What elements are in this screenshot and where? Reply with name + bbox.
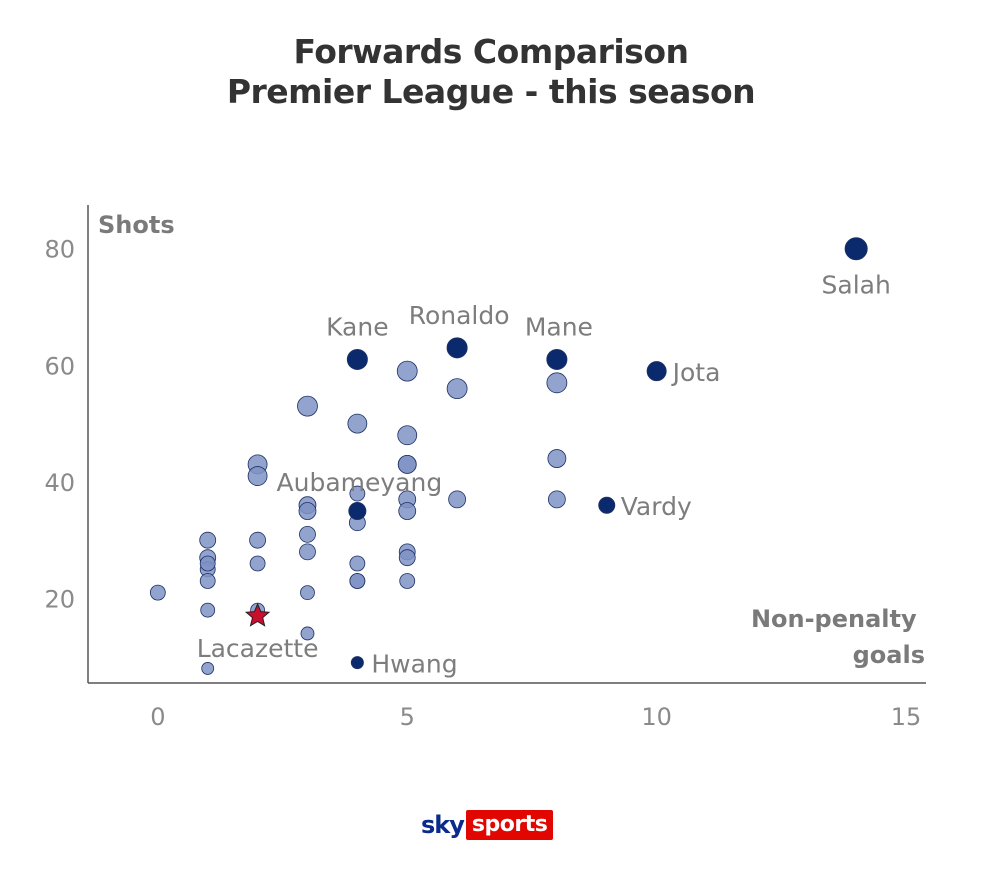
data-point bbox=[199, 573, 216, 589]
point-labels: Salah Kane Ronaldo Mane Jota Vardy Hwang Aubame… bbox=[197, 271, 891, 679]
data-point bbox=[396, 360, 418, 382]
data-point bbox=[298, 502, 317, 520]
point-mane bbox=[546, 348, 568, 370]
label-salah: Salah bbox=[822, 271, 891, 300]
label-jota: Jota bbox=[671, 358, 721, 387]
data-point bbox=[399, 573, 416, 589]
label-ronaldo: Ronaldo bbox=[409, 301, 510, 330]
data-point bbox=[297, 395, 318, 417]
y-tick-label: 20 bbox=[44, 585, 75, 613]
logo-sky-text: sky bbox=[421, 811, 465, 839]
data-point bbox=[201, 662, 215, 675]
y-tick-label: 60 bbox=[44, 352, 75, 380]
data-point bbox=[547, 449, 567, 468]
data-point bbox=[448, 490, 467, 509]
data-point bbox=[149, 584, 166, 601]
x-tick-label: 10 bbox=[641, 703, 672, 731]
y-tick-label: 40 bbox=[44, 469, 75, 497]
data-point bbox=[200, 602, 216, 618]
x-tick-label: 5 bbox=[400, 703, 415, 731]
data-point bbox=[300, 626, 315, 641]
data-point bbox=[199, 555, 216, 572]
label-lacazette: Lacazette bbox=[197, 634, 319, 663]
data-point bbox=[397, 455, 417, 474]
data-point bbox=[247, 466, 268, 486]
data-point bbox=[299, 525, 316, 543]
point-hwang bbox=[350, 656, 364, 670]
y-tick-label: 80 bbox=[44, 236, 75, 264]
data-point bbox=[398, 502, 417, 520]
x-axis-label: Non-penalty goals bbox=[751, 605, 925, 669]
data-point bbox=[199, 531, 217, 549]
data-point bbox=[349, 555, 366, 572]
label-hwang: Hwang bbox=[371, 650, 457, 679]
point-aubameyang bbox=[348, 502, 367, 521]
x-tick-label: 15 bbox=[891, 703, 922, 731]
data-point bbox=[397, 425, 418, 446]
point-jota bbox=[646, 361, 667, 382]
chart-title-line2: Premier League - this season bbox=[226, 72, 756, 111]
x-tick-label: 0 bbox=[150, 703, 165, 731]
label-mane: Mane bbox=[525, 312, 593, 341]
y-axis-label: Shots bbox=[98, 211, 175, 239]
x-axis-label-line2: goals bbox=[853, 641, 925, 669]
data-point bbox=[349, 485, 366, 502]
logo-sports-text: sports bbox=[465, 810, 554, 840]
label-vardy: Vardy bbox=[621, 492, 692, 521]
data-point bbox=[546, 372, 568, 394]
point-lacazette bbox=[244, 602, 271, 627]
x-axis-label-line1: Non-penalty bbox=[751, 605, 917, 633]
data-point bbox=[398, 549, 416, 567]
point-vardy bbox=[598, 496, 616, 514]
data-point bbox=[349, 573, 366, 589]
data-point bbox=[299, 543, 316, 561]
sky-sports-logo: sky sports bbox=[421, 809, 554, 841]
data-point bbox=[249, 555, 266, 572]
point-kane bbox=[346, 348, 368, 370]
data-point bbox=[300, 585, 315, 601]
data-point bbox=[547, 490, 566, 509]
point-ronaldo bbox=[446, 337, 468, 359]
data-points bbox=[149, 237, 868, 675]
label-kane: Kane bbox=[326, 312, 389, 341]
tick-labels: 0 5 10 15 20 40 60 80 bbox=[44, 236, 921, 731]
data-point bbox=[249, 531, 266, 549]
label-aubameyang: Aubameyang bbox=[277, 468, 443, 497]
chart-title-line1: Forwards Comparison bbox=[293, 32, 690, 71]
point-salah bbox=[844, 237, 868, 261]
data-point bbox=[446, 378, 468, 400]
data-point bbox=[347, 413, 368, 434]
axes bbox=[87, 205, 926, 684]
